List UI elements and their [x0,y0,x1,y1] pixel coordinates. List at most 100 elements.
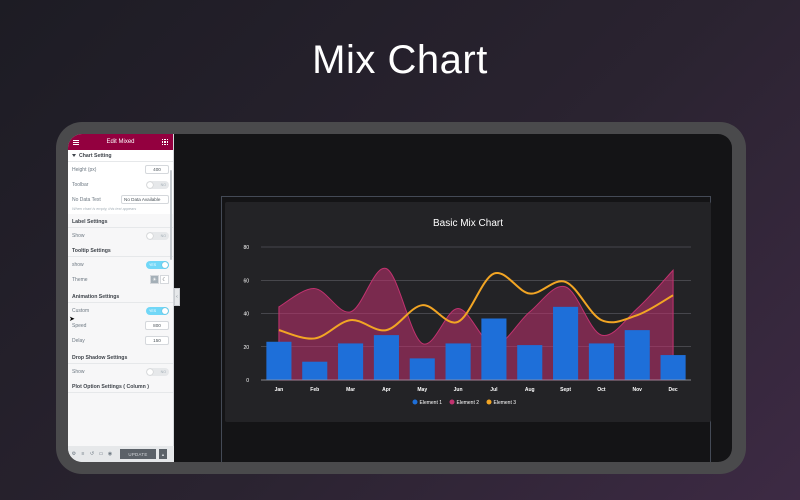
x-tick-label: Dec [668,387,677,393]
label-show-control: Show NO [68,228,173,243]
x-tick-label: Oct [597,387,606,393]
x-tick-label: Nov [633,387,643,393]
animation-custom-control: Custom YES [68,303,173,318]
editor-screen: Edit Mixed Chart Setting Height (px) 400… [68,134,732,462]
tooltip-show-control: show YES [68,257,173,272]
tooltip-theme-control: Theme ☀ ☾ [68,272,173,287]
page-title: Mix Chart [312,38,488,82]
height-control: Height (px) 400 [68,162,173,177]
animation-custom-toggle[interactable]: YES [146,306,169,315]
update-button[interactable]: UPDATE [120,449,156,459]
menu-icon[interactable] [73,139,79,145]
sun-icon[interactable]: ☀ [150,275,159,284]
animation-speed-control: Speed 800 [68,318,173,333]
x-tick-label: May [417,387,427,393]
section-tooltip-settings[interactable]: Tooltip Settings [68,245,173,257]
animation-delay-input[interactable]: 150 [145,336,169,345]
history-icon[interactable]: ↺ [89,451,95,457]
series-area-element-2 [278,268,674,381]
preview-eye-icon[interactable]: ◉ [107,451,113,457]
panel-body: Chart Setting Height (px) 400 Toolbar NO… [68,150,173,446]
drop-shadow-show-toggle[interactable]: NO [146,367,169,376]
label-show-toggle[interactable]: NO [146,231,169,240]
legend-label: Element 2 [457,400,480,406]
widgets-grid-icon[interactable] [162,139,168,145]
section-title: Label Settings [72,218,108,225]
x-tick-label: Feb [310,387,319,393]
section-chart-setting[interactable]: Chart Setting [68,150,173,162]
bar-element-1 [553,306,579,380]
x-tick-label: Aug [525,387,535,393]
panel-scrollbar[interactable] [170,170,172,260]
toolbar-toggle[interactable]: NO [146,180,169,189]
bar-element-1 [338,343,364,380]
no-data-label: No Data Text [72,196,101,203]
drop-shadow-show-control: Show NO [68,364,173,379]
theme-choices: ☀ ☾ [150,275,169,284]
settings-icon[interactable]: ⚙ [71,451,77,457]
bar-element-1 [445,343,471,380]
layers-icon[interactable]: ≡ [81,451,85,457]
panel-title: Edit Mixed [106,139,135,145]
no-data-hint: When chart is empty, this text appears [72,207,137,211]
toolbar-control: Toolbar NO [68,177,173,192]
x-tick-label: Apr [382,387,391,393]
caret-down-icon [72,154,76,157]
bar-element-1 [660,355,686,380]
animation-custom-label: Custom [72,307,90,314]
x-tick-label: Sept [560,387,571,393]
panel-header: Edit Mixed [68,134,173,150]
section-title: Drop Shadow Settings [72,354,128,361]
panel-footer: ⚙ ≡ ↺ ▭ ◉ UPDATE ▲ [68,446,174,462]
height-label: Height (px) [72,166,97,173]
x-tick-label: Mar [346,387,355,393]
tooltip-show-label: show [72,261,84,268]
x-tick-label: Jun [454,387,463,393]
y-tick-label: 20 [243,345,249,351]
bar-element-1 [481,318,507,380]
animation-speed-input[interactable]: 800 [145,321,169,330]
bar-element-1 [409,358,435,380]
legend-label: Element 3 [494,400,517,406]
moon-icon[interactable]: ☾ [160,275,169,284]
legend-marker [486,399,492,405]
animation-delay-label: Delay [72,337,85,344]
x-tick-label: Jan [275,387,284,393]
section-title: Chart Setting [79,152,112,159]
section-animation-settings[interactable]: Animation Settings [68,291,173,303]
y-tick-label: 80 [243,245,249,251]
bar-element-1 [302,361,328,380]
section-label-settings[interactable]: Label Settings [68,216,173,228]
legend-label: Element 1 [420,400,443,406]
bar-element-1 [373,335,399,380]
mix-chart: Basic Mix Chart 0 20 40 60 80 Jan Feb Mar Apr May J… [243,218,691,406]
legend-marker [449,399,455,405]
drop-shadow-show-label: Show [72,368,85,375]
tooltip-show-toggle[interactable]: YES [146,260,169,269]
toolbar-label: Toolbar [72,181,89,188]
x-tick-label: Jul [490,387,498,393]
collapse-panel-handle[interactable]: ‹ [174,288,180,306]
editor-panel: Edit Mixed Chart Setting Height (px) 400… [68,134,174,462]
legend-marker [412,399,418,405]
chart-title: Basic Mix Chart [433,218,503,229]
section-title: Animation Settings [72,293,120,300]
no-data-control: No Data Text No Data Available [68,192,173,207]
responsive-icon[interactable]: ▭ [98,451,104,457]
bar-element-1 [588,343,614,380]
animation-speed-label: Speed [72,322,87,329]
tooltip-theme-label: Theme [72,276,88,283]
bar-element-1 [624,330,650,380]
section-drop-shadow-settings[interactable]: Drop Shadow Settings [68,352,173,364]
no-data-input[interactable]: No Data Available [121,195,169,204]
height-input[interactable]: 400 [145,165,169,174]
mouse-cursor-icon: ➤ [69,316,75,323]
animation-delay-control: Delay 150 [68,333,173,348]
chart-card: Basic Mix Chart 0 20 40 60 80 Jan Feb Mar Apr May J… [225,202,711,422]
caret-up-icon[interactable]: ▲ [159,449,167,459]
section-title: Plot Option Settings ( Column ) [72,383,149,390]
section-title: Tooltip Settings [72,247,111,254]
y-tick-label: 40 [243,312,249,318]
section-plot-option-settings[interactable]: Plot Option Settings ( Column ) [68,381,173,393]
y-tick-label: 0 [246,378,249,384]
